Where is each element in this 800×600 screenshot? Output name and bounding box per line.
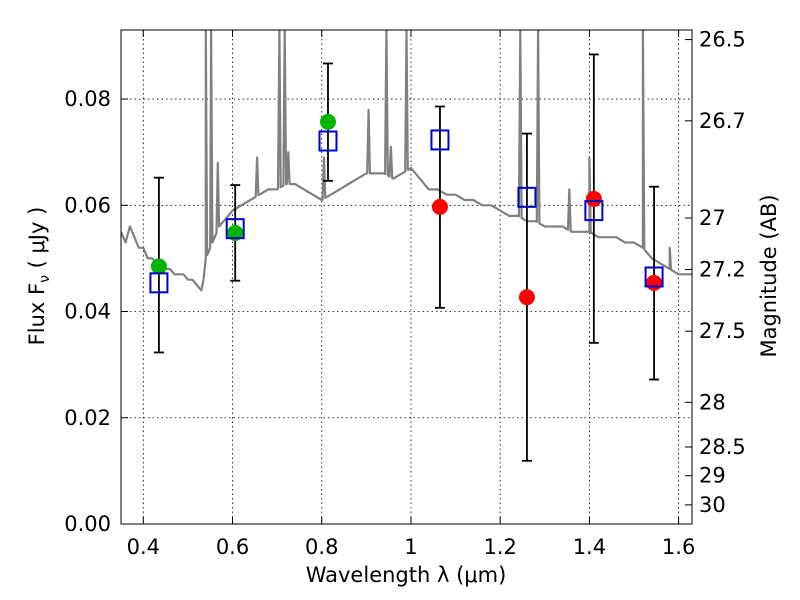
x-tick-label: 1 <box>404 535 417 559</box>
y2-tick-label: 30 <box>699 493 726 517</box>
model_photometry-point <box>430 129 450 151</box>
plot-frame <box>120 29 693 525</box>
model_photometry-point <box>318 130 338 152</box>
data-points <box>149 113 664 306</box>
y-axis-label-unit: ( μJy ) <box>25 207 49 275</box>
x-tick-label: 0.6 <box>216 535 249 559</box>
y2-tick-label: 27 <box>699 206 726 230</box>
observed_undetected-point <box>585 190 602 207</box>
y-tick-label: 0.08 <box>64 87 111 111</box>
model_photometry-point <box>644 266 664 288</box>
y2-tick-label: 27.2 <box>699 258 746 282</box>
x-tick-label: 0.8 <box>305 535 338 559</box>
y-tick-label: 0.00 <box>64 512 111 536</box>
y2-tick-label: 28 <box>699 390 726 414</box>
x-axis-label: Wavelength λ (μm) <box>306 563 507 587</box>
observed_detected-point <box>319 113 336 130</box>
model_photometry-point <box>225 218 245 240</box>
model-spectrum-line <box>121 30 692 292</box>
x-tick-label: 1.6 <box>662 535 695 559</box>
y-axis-label-main: Flux F <box>25 283 49 345</box>
x-tick-label: 1.2 <box>483 535 516 559</box>
observed_detected-point <box>150 258 167 275</box>
x-tick-label: 0.4 <box>127 535 160 559</box>
y2-axis-label: Magnitude (AB) <box>757 194 781 357</box>
model_photometry-point <box>517 186 537 208</box>
model_photometry-point <box>149 272 169 294</box>
y2-tick-label: 28.5 <box>699 435 746 459</box>
observed_undetected-point <box>431 198 448 215</box>
y-tick-label: 0.06 <box>64 193 111 217</box>
model-spectrum <box>121 30 692 292</box>
y2-tick-label: 26.7 <box>699 109 746 133</box>
y-axis-label-subscript: ν <box>37 275 53 283</box>
y2-tick-label: 26.5 <box>699 28 746 52</box>
y-tick-label: 0.02 <box>64 406 111 430</box>
y2-tick-label: 27.5 <box>699 319 746 343</box>
observed_undetected-point <box>518 289 535 306</box>
y-tick-label: 0.04 <box>64 300 111 324</box>
axis-ticks: 0.4 0.6 0.8 1 1.2 1.4 1.6 0.00 0.02 0.04 0.06 0.08 2… <box>64 28 746 559</box>
y2-tick-label: 29 <box>699 464 726 488</box>
x-tick-label: 1.4 <box>573 535 606 559</box>
model_photometry-point <box>584 200 604 222</box>
observed_undetected-point <box>646 274 663 291</box>
y-axis-label: Flux Fν ( μJy ) <box>25 207 53 346</box>
